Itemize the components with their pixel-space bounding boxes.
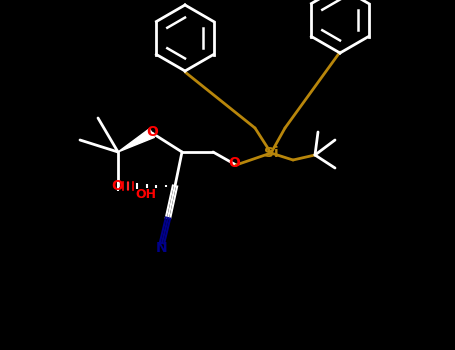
Text: N: N — [156, 241, 168, 255]
Text: O: O — [146, 125, 158, 139]
Polygon shape — [118, 129, 154, 152]
Text: Si: Si — [264, 146, 278, 160]
Text: OH: OH — [135, 188, 156, 201]
Text: O: O — [111, 179, 123, 193]
Text: O: O — [228, 156, 240, 170]
